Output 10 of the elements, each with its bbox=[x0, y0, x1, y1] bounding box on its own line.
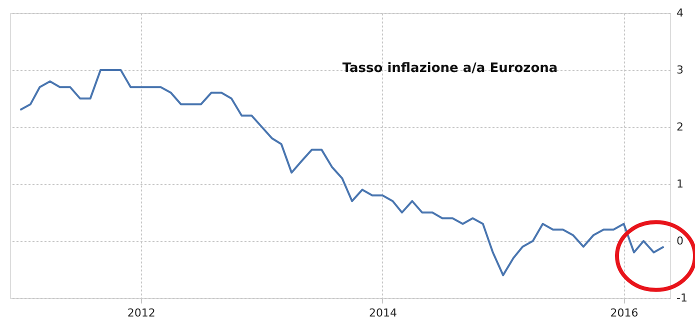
y-tick-label: -1 bbox=[676, 292, 688, 304]
x-tick-label: 2016 bbox=[610, 306, 638, 320]
y-tick-label: 0 bbox=[676, 234, 684, 248]
x-tick-label: 2012 bbox=[127, 306, 156, 320]
y-tick-label: 1 bbox=[676, 178, 684, 190]
text: Tasso inflazione a/a Eurozona bbox=[342, 61, 558, 76]
y-tick-label: 2 bbox=[676, 120, 684, 134]
y-tick-label: 4 bbox=[676, 6, 684, 20]
y-tick-label: 3 bbox=[676, 64, 684, 76]
x-tick-label: 2014 bbox=[368, 306, 397, 320]
